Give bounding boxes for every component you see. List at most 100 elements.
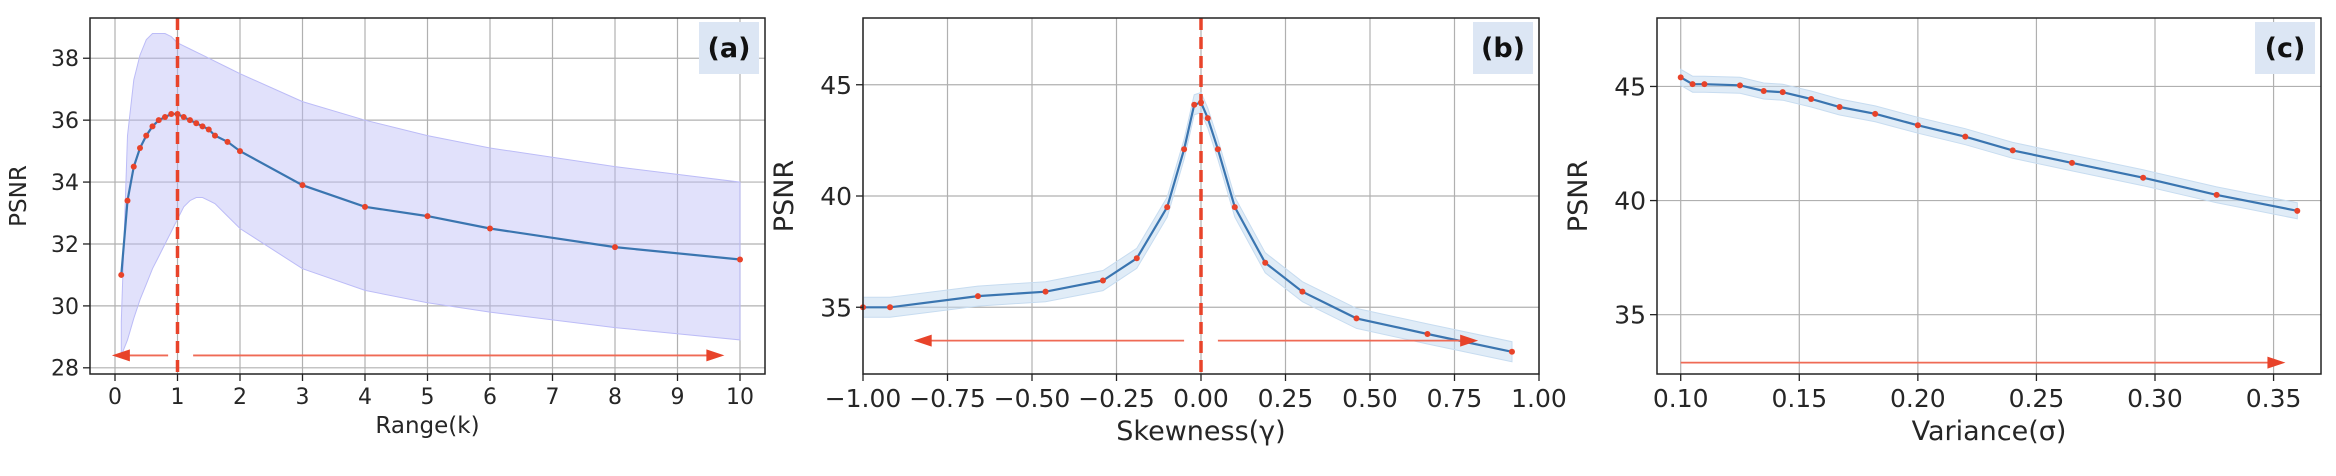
confidence-band	[863, 91, 1513, 363]
y-tick-label: 45	[1614, 72, 1646, 101]
x-tick-label: 7	[546, 385, 560, 410]
direction-arrow-head	[1460, 334, 1479, 347]
x-tick-label: 0.35	[2246, 384, 2302, 413]
x-tick-label: 0.30	[2127, 384, 2183, 413]
plot-area	[863, 91, 1513, 363]
x-tick-label: −0.25	[1078, 384, 1155, 413]
data-point	[2140, 174, 2147, 181]
data-point	[149, 123, 156, 130]
panel-tag: (b)	[1481, 33, 1525, 64]
data-point	[212, 132, 218, 139]
data-point	[1808, 96, 1815, 103]
x-tick-label: 8	[608, 385, 622, 410]
y-tick-label: 40	[1614, 187, 1646, 216]
x-tick-label: 0.25	[2009, 384, 2065, 413]
data-point	[1353, 315, 1360, 322]
panel-b: −1.00 −0.75 −0.50 −0.25 0.00 0.25 0.50 0.75 1.00…	[769, 17, 1567, 447]
direction-arrow-head	[111, 349, 130, 362]
data-point	[1872, 110, 1879, 117]
data-point	[143, 132, 150, 139]
data-point	[2009, 147, 2016, 154]
data-point	[1914, 122, 1921, 129]
data-point	[1836, 104, 1843, 110]
data-point	[174, 110, 181, 117]
direction-arrow-head	[2267, 356, 2286, 369]
series-line	[863, 101, 1513, 353]
axes-frame	[1656, 17, 2322, 375]
y-axis-label: PSNR	[1563, 160, 1594, 232]
data-point	[487, 225, 493, 232]
x-tick-label: 5	[421, 385, 435, 410]
x-tick-label: 1	[171, 385, 185, 410]
confidence-band	[120, 33, 741, 356]
data-point	[118, 271, 125, 278]
x-tick-label: 0.50	[1342, 384, 1398, 413]
data-point	[1099, 277, 1106, 284]
data-point	[1701, 81, 1708, 88]
x-tick-label: 0.75	[1427, 384, 1483, 413]
data-point	[168, 110, 175, 117]
x-tick-label: 9	[671, 385, 685, 410]
y-tick-label: 45	[820, 71, 852, 100]
x-axis-label: Skewness(γ)	[1116, 416, 1285, 447]
y-tick-label: 38	[51, 47, 79, 72]
x-axis-label: Variance(σ)	[1912, 416, 2067, 447]
data-point	[2294, 207, 2301, 214]
data-point	[1198, 99, 1204, 106]
data-point	[1508, 348, 1515, 355]
x-tick-label: 10	[726, 385, 754, 410]
data-point	[180, 114, 187, 121]
data-point	[205, 126, 212, 133]
data-point	[1191, 101, 1198, 108]
x-tick-label: 6	[483, 385, 497, 410]
data-point	[137, 145, 143, 152]
y-tick-label: 35	[820, 293, 852, 322]
data-point	[887, 304, 894, 311]
x-axis-label: Range(k)	[375, 413, 479, 439]
data-point	[1779, 89, 1786, 96]
data-point	[1962, 133, 1969, 140]
x-tick-label: 0.20	[1890, 384, 1946, 413]
y-axis-label: PSNR	[6, 165, 32, 227]
y-tick-label: 32	[51, 233, 79, 258]
plot-area	[120, 33, 741, 356]
data-point	[1204, 115, 1211, 122]
x-tick-label: 0.15	[1771, 384, 1827, 413]
data-point	[362, 203, 368, 210]
data-point	[2213, 191, 2220, 198]
data-point	[237, 148, 243, 155]
data-point	[199, 123, 206, 130]
panel-tag-box	[1473, 22, 1533, 74]
x-tick-label: 1.00	[1511, 384, 1567, 413]
data-point	[1262, 259, 1269, 266]
x-tick-label: 0.10	[1653, 384, 1709, 413]
y-tick-label: 35	[1614, 301, 1646, 330]
x-tick-label: 3	[296, 385, 310, 410]
data-point	[1760, 88, 1767, 95]
data-point	[2069, 159, 2075, 166]
data-point	[1424, 330, 1431, 337]
y-tick-label: 30	[51, 295, 79, 320]
data-point	[424, 213, 431, 220]
x-tick-label: 0	[108, 385, 122, 410]
y-tick-label: 40	[820, 182, 852, 211]
x-tick-label: 4	[358, 385, 372, 410]
panel-c: 0.10 0.15 0.20 0.25 0.30 0.35 35 40 45 Variance(σ…	[1563, 17, 2322, 447]
direction-arrow-head	[913, 334, 932, 347]
data-point	[187, 117, 193, 124]
data-point	[224, 138, 231, 145]
plot-area	[1680, 68, 2298, 220]
data-point	[612, 244, 618, 251]
x-tick-label: 2	[233, 385, 247, 410]
x-tick-label: −0.50	[994, 384, 1071, 413]
data-point	[1042, 288, 1049, 295]
data-point	[155, 117, 162, 124]
x-tick-label: −1.00	[825, 384, 902, 413]
y-tick-label: 36	[51, 109, 79, 134]
data-point	[1133, 255, 1140, 262]
data-point	[974, 293, 981, 300]
series-line	[1680, 76, 2298, 212]
panel-tag: (c)	[2265, 33, 2306, 64]
data-point	[1214, 146, 1221, 153]
